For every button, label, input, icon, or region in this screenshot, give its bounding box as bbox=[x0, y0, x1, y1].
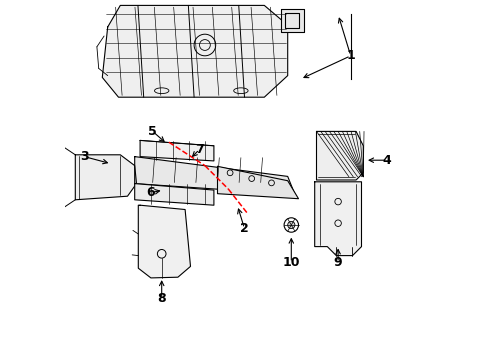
Polygon shape bbox=[134, 157, 294, 194]
Polygon shape bbox=[134, 184, 213, 205]
Text: 6: 6 bbox=[146, 186, 155, 199]
Polygon shape bbox=[217, 166, 298, 199]
Text: 9: 9 bbox=[333, 256, 342, 269]
Text: 3: 3 bbox=[80, 150, 88, 163]
Polygon shape bbox=[316, 131, 363, 180]
Polygon shape bbox=[140, 140, 213, 161]
Polygon shape bbox=[314, 182, 361, 256]
Text: 7: 7 bbox=[195, 143, 203, 156]
Text: 4: 4 bbox=[382, 154, 390, 167]
Text: 10: 10 bbox=[282, 256, 300, 269]
Polygon shape bbox=[138, 205, 190, 278]
Circle shape bbox=[287, 221, 294, 229]
Polygon shape bbox=[102, 5, 287, 97]
Text: 1: 1 bbox=[346, 49, 354, 62]
Text: 8: 8 bbox=[157, 292, 165, 305]
Text: 2: 2 bbox=[240, 222, 248, 235]
Text: 5: 5 bbox=[148, 125, 157, 138]
Polygon shape bbox=[316, 131, 363, 180]
Polygon shape bbox=[280, 9, 303, 32]
Polygon shape bbox=[75, 155, 136, 200]
